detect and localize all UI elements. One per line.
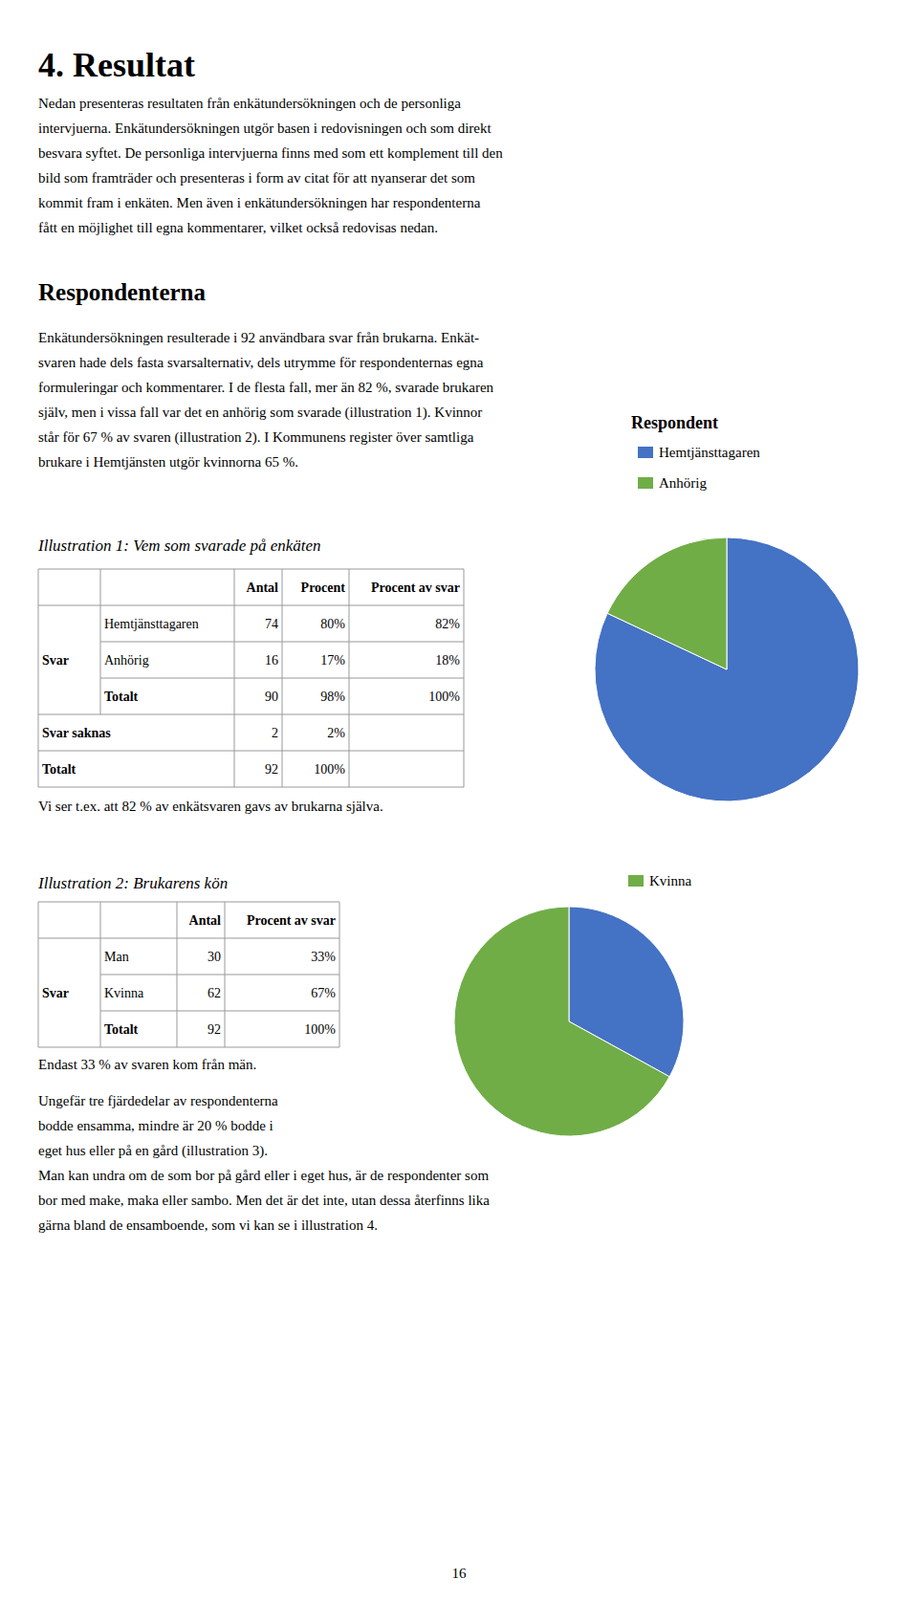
svg-text:16: 16	[452, 1565, 468, 1581]
svg-text:Hemtjänsttagaren: Hemtjänsttagaren	[658, 444, 761, 460]
svg-text:intervjuerna. Enkätundersöknin: intervjuerna. Enkätundersökningen utgör …	[38, 120, 492, 136]
svg-text:92: 92	[264, 762, 279, 777]
svg-text:besvara syftet. De personliga: besvara syftet. De personliga intervjuer…	[38, 145, 503, 161]
svg-text:100%: 100%	[313, 762, 346, 777]
svg-text:svaren hade dels fasta svarsal: svaren hade dels fasta svarsalternativ, …	[38, 354, 484, 371]
svg-text:4. Resultat: 4. Resultat	[38, 45, 196, 85]
svg-text:30: 30	[207, 949, 221, 964]
svg-text:Totalt: Totalt	[42, 762, 77, 777]
svg-text:formuleringar och kommentarer.: formuleringar och kommentarer. I de fles…	[38, 379, 495, 395]
svg-text:Procent av svar: Procent av svar	[246, 913, 336, 928]
svg-text:2: 2	[271, 725, 279, 741]
svg-text:bor med make, maka eller sambo: bor med make, maka eller sambo. Men det …	[38, 1192, 490, 1208]
svg-text:själv, men i vissa fall var de: själv, men i vissa fall var det en anhör…	[38, 404, 482, 421]
svg-text:Man: Man	[104, 949, 130, 964]
svg-text:Enkätundersökningen resulterad: Enkätundersökningen resulterade i 92 anv…	[38, 329, 480, 346]
svg-text:Antal: Antal	[246, 580, 280, 595]
svg-text:eget hus eller på en gård (ill: eget hus eller på en gård (illustration …	[38, 1142, 268, 1159]
svg-text:Svar: Svar	[42, 653, 69, 668]
svg-text:16: 16	[264, 653, 279, 668]
svg-text:Vi ser t.ex. att 82 % av enkät: Vi ser t.ex. att 82 % av enkätsvaren gav…	[38, 798, 384, 814]
svg-text:82%: 82%	[435, 616, 460, 632]
svg-text:100%: 100%	[304, 1022, 336, 1037]
svg-text:bodde ensamma, mindre är 20 %: bodde ensamma, mindre är 20 % bodde i	[38, 1117, 274, 1134]
svg-text:74: 74	[264, 616, 279, 632]
svg-text:80%: 80%	[320, 616, 346, 632]
svg-text:Endast 33 % av svaren kom från: Endast 33 % av svaren kom från män.	[38, 1056, 257, 1072]
svg-text:Illustration 2: Brukarens kön: Illustration 2: Brukarens kön	[37, 874, 228, 893]
svg-text:17%: 17%	[320, 653, 346, 668]
svg-text:Totalt: Totalt	[104, 689, 139, 704]
svg-text:90: 90	[264, 689, 279, 704]
svg-text:Svar: Svar	[42, 985, 69, 1001]
svg-text:18%: 18%	[435, 653, 460, 668]
svg-text:Procent: Procent	[301, 580, 347, 595]
svg-text:Antal: Antal	[189, 913, 222, 928]
svg-text:bild som framträder och presen: bild som framträder och presenteras i fo…	[38, 170, 476, 186]
svg-text:brukare i Hemtjänsten utgör kv: brukare i Hemtjänsten utgör kvinnorna 65…	[38, 454, 299, 470]
svg-text:Procent av svar: Procent av svar	[371, 580, 460, 595]
svg-text:Totalt: Totalt	[104, 1022, 139, 1037]
svg-text:Nedan presenteras resultaten f: Nedan presenteras resultaten från enkätu…	[38, 95, 461, 111]
svg-text:92: 92	[207, 1022, 221, 1037]
svg-text:100%: 100%	[428, 689, 460, 704]
svg-text:Hemtjänsttagaren: Hemtjänsttagaren	[104, 616, 199, 632]
svg-text:Anhörig: Anhörig	[104, 653, 150, 668]
svg-text:Respondent: Respondent	[631, 413, 719, 433]
svg-text:Illustration 1: Vem som svarad: Illustration 1: Vem som svarade på enkät…	[37, 536, 322, 555]
svg-text:Anhörig: Anhörig	[658, 475, 707, 491]
svg-text:står för 67 % av svaren (illus: står för 67 % av svaren (illustration 2)…	[38, 429, 475, 446]
svg-text:gärna bland de ensamboende, so: gärna bland de ensamboende, som vi kan s…	[38, 1217, 378, 1233]
svg-text:Ungefär tre fjärdedelar av res: Ungefär tre fjärdedelar av respondentern…	[38, 1092, 279, 1109]
svg-text:2%: 2%	[327, 725, 346, 741]
svg-text:Svar saknas: Svar saknas	[42, 725, 111, 741]
svg-text:Respondenterna: Respondenterna	[38, 279, 207, 306]
svg-text:Man kan undra om de som bor på: Man kan undra om de som bor på gård elle…	[38, 1167, 489, 1183]
svg-text:33%: 33%	[310, 949, 336, 964]
svg-text:fått en möjlighet till egna ko: fått en möjlighet till egna kommentarer,…	[38, 219, 438, 236]
svg-text:62: 62	[207, 985, 221, 1001]
svg-text:98%: 98%	[320, 689, 346, 704]
svg-text:Kvinna: Kvinna	[104, 985, 145, 1001]
svg-text:67%: 67%	[310, 985, 336, 1001]
svg-text:Kvinna: Kvinna	[649, 873, 693, 889]
svg-text:kommit fram i enkäten. Men äve: kommit fram i enkäten. Men även i enkätu…	[38, 195, 481, 211]
